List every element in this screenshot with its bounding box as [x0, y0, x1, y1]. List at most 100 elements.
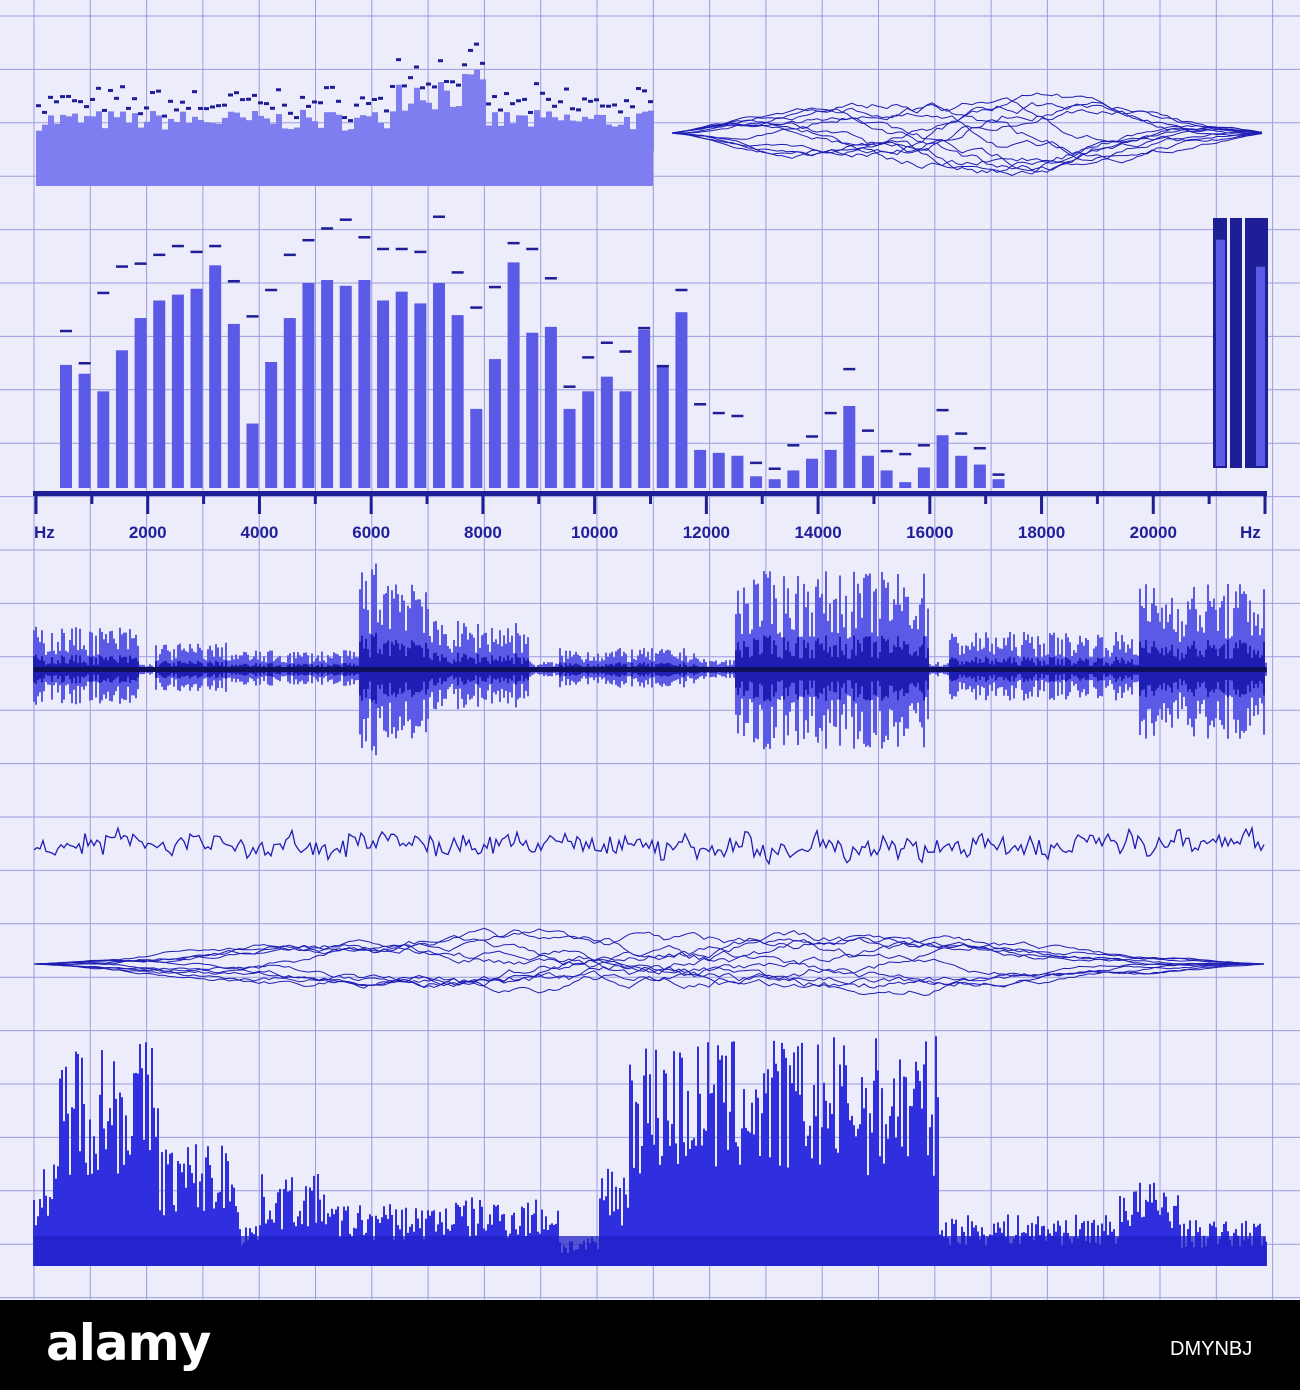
mini-spectrum-bar [342, 130, 348, 151]
mini-spectrum-peak [192, 90, 197, 94]
level-meter-bar [1216, 239, 1225, 466]
axis-tick [760, 496, 764, 504]
axis-tick [425, 496, 429, 504]
frequency-bar [526, 332, 539, 488]
mini-spectrum-peak [408, 76, 413, 80]
mini-spectrum-bar [258, 115, 264, 151]
level-meter-bar [1256, 266, 1265, 466]
frequency-peak-marker [955, 432, 968, 435]
mini-spectrum-peak [36, 104, 41, 108]
axis-tick-label: 12000 [683, 523, 730, 542]
mini-spectrum-peak [438, 59, 443, 63]
axis-tick [34, 496, 38, 514]
frequency-bar [936, 435, 949, 488]
wave-bundle-line [33, 934, 1265, 989]
frequency-peak-marker [171, 244, 184, 248]
mini-spectrum-bar [132, 113, 138, 151]
mini-spectrum-bar [312, 121, 318, 151]
frequency-bar [470, 408, 483, 488]
mini-spectrum-bar [108, 111, 114, 151]
frequency-bar [134, 318, 147, 488]
mini-spectrum-peak [390, 84, 395, 88]
mini-spectrum-peak [462, 63, 467, 67]
frequency-peak-marker [806, 435, 818, 438]
frequency-bar [451, 315, 464, 488]
mini-spectrum-bar [390, 111, 396, 151]
axis-unit-label-right: Hz [1240, 523, 1261, 542]
axis-tick [537, 496, 541, 504]
mini-spectrum-bar [642, 111, 648, 151]
mini-spectrum-peak [366, 102, 371, 106]
frequency-bar [600, 376, 613, 488]
mini-spectrum-peak [216, 104, 221, 108]
mini-spectrum-bar [72, 113, 78, 151]
axis-tick-label: 10000 [571, 523, 618, 542]
wave-bundle-line [33, 935, 1265, 994]
frequency-bar [377, 300, 390, 488]
mini-spectrum-bar [144, 121, 150, 151]
axis-tick [146, 496, 150, 514]
mini-spectrum-bar [318, 127, 324, 151]
frequency-bar [265, 362, 278, 488]
wave-bundle-line [671, 117, 1263, 171]
mini-spectrum-peak [360, 96, 365, 100]
mini-spectrum-peak [138, 112, 143, 116]
wave-bundle-line [671, 101, 1263, 157]
frequency-peak-marker [656, 364, 669, 368]
mini-spectrum-bar [426, 102, 432, 151]
frequency-bar [619, 391, 632, 488]
mini-spectrum-peak [630, 105, 635, 109]
mini-spectrum-peak [444, 79, 449, 83]
frequency-bar [806, 458, 818, 488]
mini-spectrum-bar [186, 123, 192, 151]
mini-spectrum-peak [588, 99, 593, 103]
frequency-peak-marker [936, 408, 949, 412]
frequency-peak-marker [433, 215, 445, 219]
waveform-outer [33, 563, 1267, 756]
mini-spectrum-peak [126, 106, 131, 110]
frequency-peak-marker [134, 262, 147, 265]
mini-spectrum-peak [486, 102, 491, 106]
axis-tick [369, 496, 373, 514]
mini-spectrum-peak [270, 106, 275, 110]
frequency-peak-marker [582, 356, 595, 359]
mini-spectrum-bar [480, 79, 486, 151]
wave-bundle-line [33, 930, 1264, 987]
mini-spectrum-peak [384, 109, 389, 113]
frequency-bar [638, 329, 651, 488]
wave-bundle-line [671, 123, 1263, 169]
frequency-peak-marker [917, 444, 930, 447]
frequency-bar [395, 291, 408, 488]
mini-spectrum-bar [114, 117, 120, 151]
frequency-bar [227, 323, 240, 488]
mini-spectrum-peak [402, 84, 407, 88]
mini-spectrum-bar [360, 115, 366, 151]
axis-tick [704, 496, 708, 514]
mini-spectrum-bar [606, 124, 612, 151]
frequency-bar [321, 279, 334, 488]
mini-spectrum-peak [642, 89, 647, 93]
frequency-peak-marker [843, 367, 856, 371]
mini-spectrum-bar [402, 110, 408, 151]
frequency-bar [209, 265, 222, 488]
mini-spectrum-bar [300, 109, 306, 151]
frequency-peak-marker [787, 444, 800, 447]
mini-spectrum-bar [438, 82, 444, 151]
frequency-bar [78, 373, 91, 488]
noise-trace-path [33, 825, 1265, 866]
mini-spectrum-peak [60, 95, 65, 99]
mini-spectrum-peak [300, 95, 305, 99]
mini-spectrum-peak [48, 95, 53, 99]
mini-spectrum-bar [48, 115, 54, 151]
frequency-bar [488, 359, 501, 488]
mini-spectrum-peak [222, 103, 227, 107]
mini-spectrum-peak [354, 103, 359, 107]
frequency-bar [414, 303, 427, 488]
mini-spectrum-peak [252, 93, 257, 97]
mini-spectrum-bar [324, 112, 330, 151]
envelope-bars [33, 1036, 1267, 1266]
axis-line [33, 491, 1267, 496]
frequency-bar [563, 408, 576, 488]
mini-spectrum-bar [330, 112, 336, 151]
mini-spectrum-peak [84, 105, 89, 109]
